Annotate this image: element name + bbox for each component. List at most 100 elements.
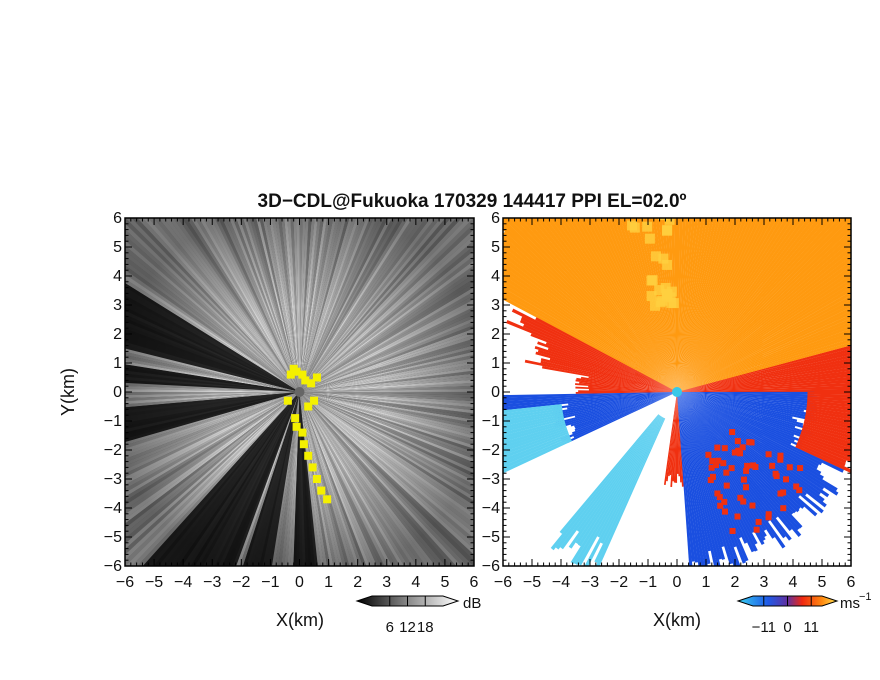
velocity-ray: [677, 218, 690, 392]
velocity-colorbar-tick-label: −11: [752, 619, 776, 636]
velocity-ray: [503, 270, 677, 392]
velocity-ray: [795, 444, 851, 474]
velocity-x-tick-label: 6: [847, 574, 856, 591]
velocity-colorbar-tick-label: 0: [783, 619, 791, 636]
intensity-y-tick-label: 6: [113, 210, 122, 227]
velocity-ray: [573, 392, 677, 438]
velocity-patch-cell: [728, 465, 735, 472]
velocity-ray: [677, 392, 818, 400]
velocity-ray: [588, 388, 677, 392]
velocity-ray: [503, 414, 564, 430]
velocity-ray: [553, 392, 677, 428]
velocity-ray: [503, 437, 572, 470]
velocity-ray: [677, 218, 737, 392]
velocity-ray: [677, 218, 759, 392]
velocity-patch-cell: [783, 476, 790, 483]
velocity-ray: [547, 347, 677, 392]
intensity-x-tick-label: −1: [261, 574, 279, 591]
velocity-ray: [802, 425, 851, 442]
velocity-ray: [537, 341, 677, 392]
figure-title: 3D−CDL@Fukuoka 170329 144417 PPI EL=02.0…: [258, 191, 687, 212]
intensity-x-axis-label: X(km): [276, 610, 324, 630]
velocity-ray: [677, 218, 711, 392]
intensity-x-tick-label: −6: [116, 574, 134, 591]
velocity-ray: [588, 385, 677, 392]
velocity-patch-cell: [723, 469, 730, 476]
velocity-ray: [677, 392, 798, 422]
intensity-x-tick-label: 3: [382, 574, 391, 591]
velocity-ray: [677, 391, 815, 395]
velocity-ray: [568, 415, 661, 549]
intensity-flag-cell: [304, 451, 313, 460]
velocity-x-tick-label: −4: [552, 574, 570, 591]
velocity-patch-cell: [721, 508, 728, 515]
velocity-axis-ticks: −6 −5 −4 −3 −2 −1 0 1 2 3 4 5 6 −6 −5 −4 −3 −2 −1 0 1 2 3 4 5 6: [482, 210, 856, 591]
velocity-ray: [503, 274, 677, 392]
intensity-x-tick-label: 5: [440, 574, 449, 591]
intensity-flag-cell: [312, 475, 321, 483]
velocity-ray: [574, 392, 677, 430]
intensity-radar-site: [294, 387, 305, 397]
velocity-patch-cell: [796, 487, 803, 494]
velocity-ray: [677, 392, 844, 473]
velocity-ray: [550, 414, 660, 551]
velocity-y-tick-label: −2: [482, 442, 500, 459]
velocity-ray: [677, 218, 702, 392]
intensity-flag-cell: [298, 428, 307, 437]
velocity-ray: [677, 392, 786, 539]
velocity-x-tick-label: −3: [581, 574, 599, 591]
velocity-x-axis-label: X(km): [653, 610, 701, 630]
velocity-panel: −6 −5 −4 −3 −2 −1 0 1 2 3 4 5 6 −6 −5 −4 −3 −2 −1 0 1 2 3 4 5 6 X…: [482, 210, 856, 630]
velocity-ray: [673, 392, 677, 483]
velocity-ray: [503, 406, 563, 417]
velocity-ray: [677, 392, 779, 519]
velocity-ray: [576, 377, 677, 392]
velocity-ray: [588, 376, 677, 392]
velocity-patch-cell: [753, 526, 760, 533]
velocity-patch-cell: [721, 445, 728, 452]
intensity-x-tick-label: 1: [324, 574, 333, 591]
intensity-y-tick-label: −4: [104, 500, 122, 517]
velocity-streak-cell: [642, 221, 653, 232]
velocity-patch-cell: [731, 449, 738, 456]
velocity-ray: [503, 439, 572, 474]
velocity-ray: [677, 392, 765, 545]
velocity-colorbar-unit-exponent: −1: [859, 591, 872, 603]
velocity-patch-cell: [780, 489, 787, 496]
velocity-ray: [677, 218, 705, 392]
velocity-ray: [677, 218, 824, 392]
velocity-ray: [677, 218, 708, 392]
velocity-ray: [677, 218, 748, 392]
velocity-patch-cell: [797, 465, 804, 472]
intensity-colorbar: dB 6 12 18: [355, 595, 481, 636]
velocity-ray: [677, 218, 721, 392]
velocity-ray: [803, 421, 851, 436]
velocity-ray: [574, 392, 677, 418]
velocity-streak-cell: [662, 224, 673, 235]
velocity-streak-cell: [658, 253, 669, 264]
velocity-y-tick-label: 5: [491, 239, 500, 256]
velocity-y-tick-label: −1: [482, 413, 500, 430]
intensity-y-tick-label: −3: [104, 471, 122, 488]
velocity-x-tick-label: −1: [639, 574, 657, 591]
velocity-ray: [666, 392, 677, 482]
velocity-ray: [805, 410, 851, 420]
intensity-flag-cell: [308, 463, 317, 472]
velocity-ray: [503, 291, 677, 392]
velocity-ray: [503, 218, 677, 392]
velocity-ray: [560, 392, 677, 442]
velocity-ray: [677, 218, 813, 392]
velocity-patch-cell: [715, 457, 722, 464]
velocity-ray: [677, 218, 762, 392]
velocity-ray: [663, 392, 677, 485]
velocity-y-tick-label: 4: [491, 268, 500, 285]
velocity-x-tick-label: −2: [610, 574, 628, 591]
velocity-ray: [595, 418, 666, 566]
velocity-ray: [677, 218, 684, 392]
velocity-ray: [807, 400, 851, 408]
velocity-patch-cell: [713, 462, 720, 469]
velocity-ray: [558, 392, 677, 420]
velocity-patch-cell: [742, 484, 749, 491]
velocity-ray: [503, 418, 565, 436]
velocity-ray: [797, 438, 851, 463]
